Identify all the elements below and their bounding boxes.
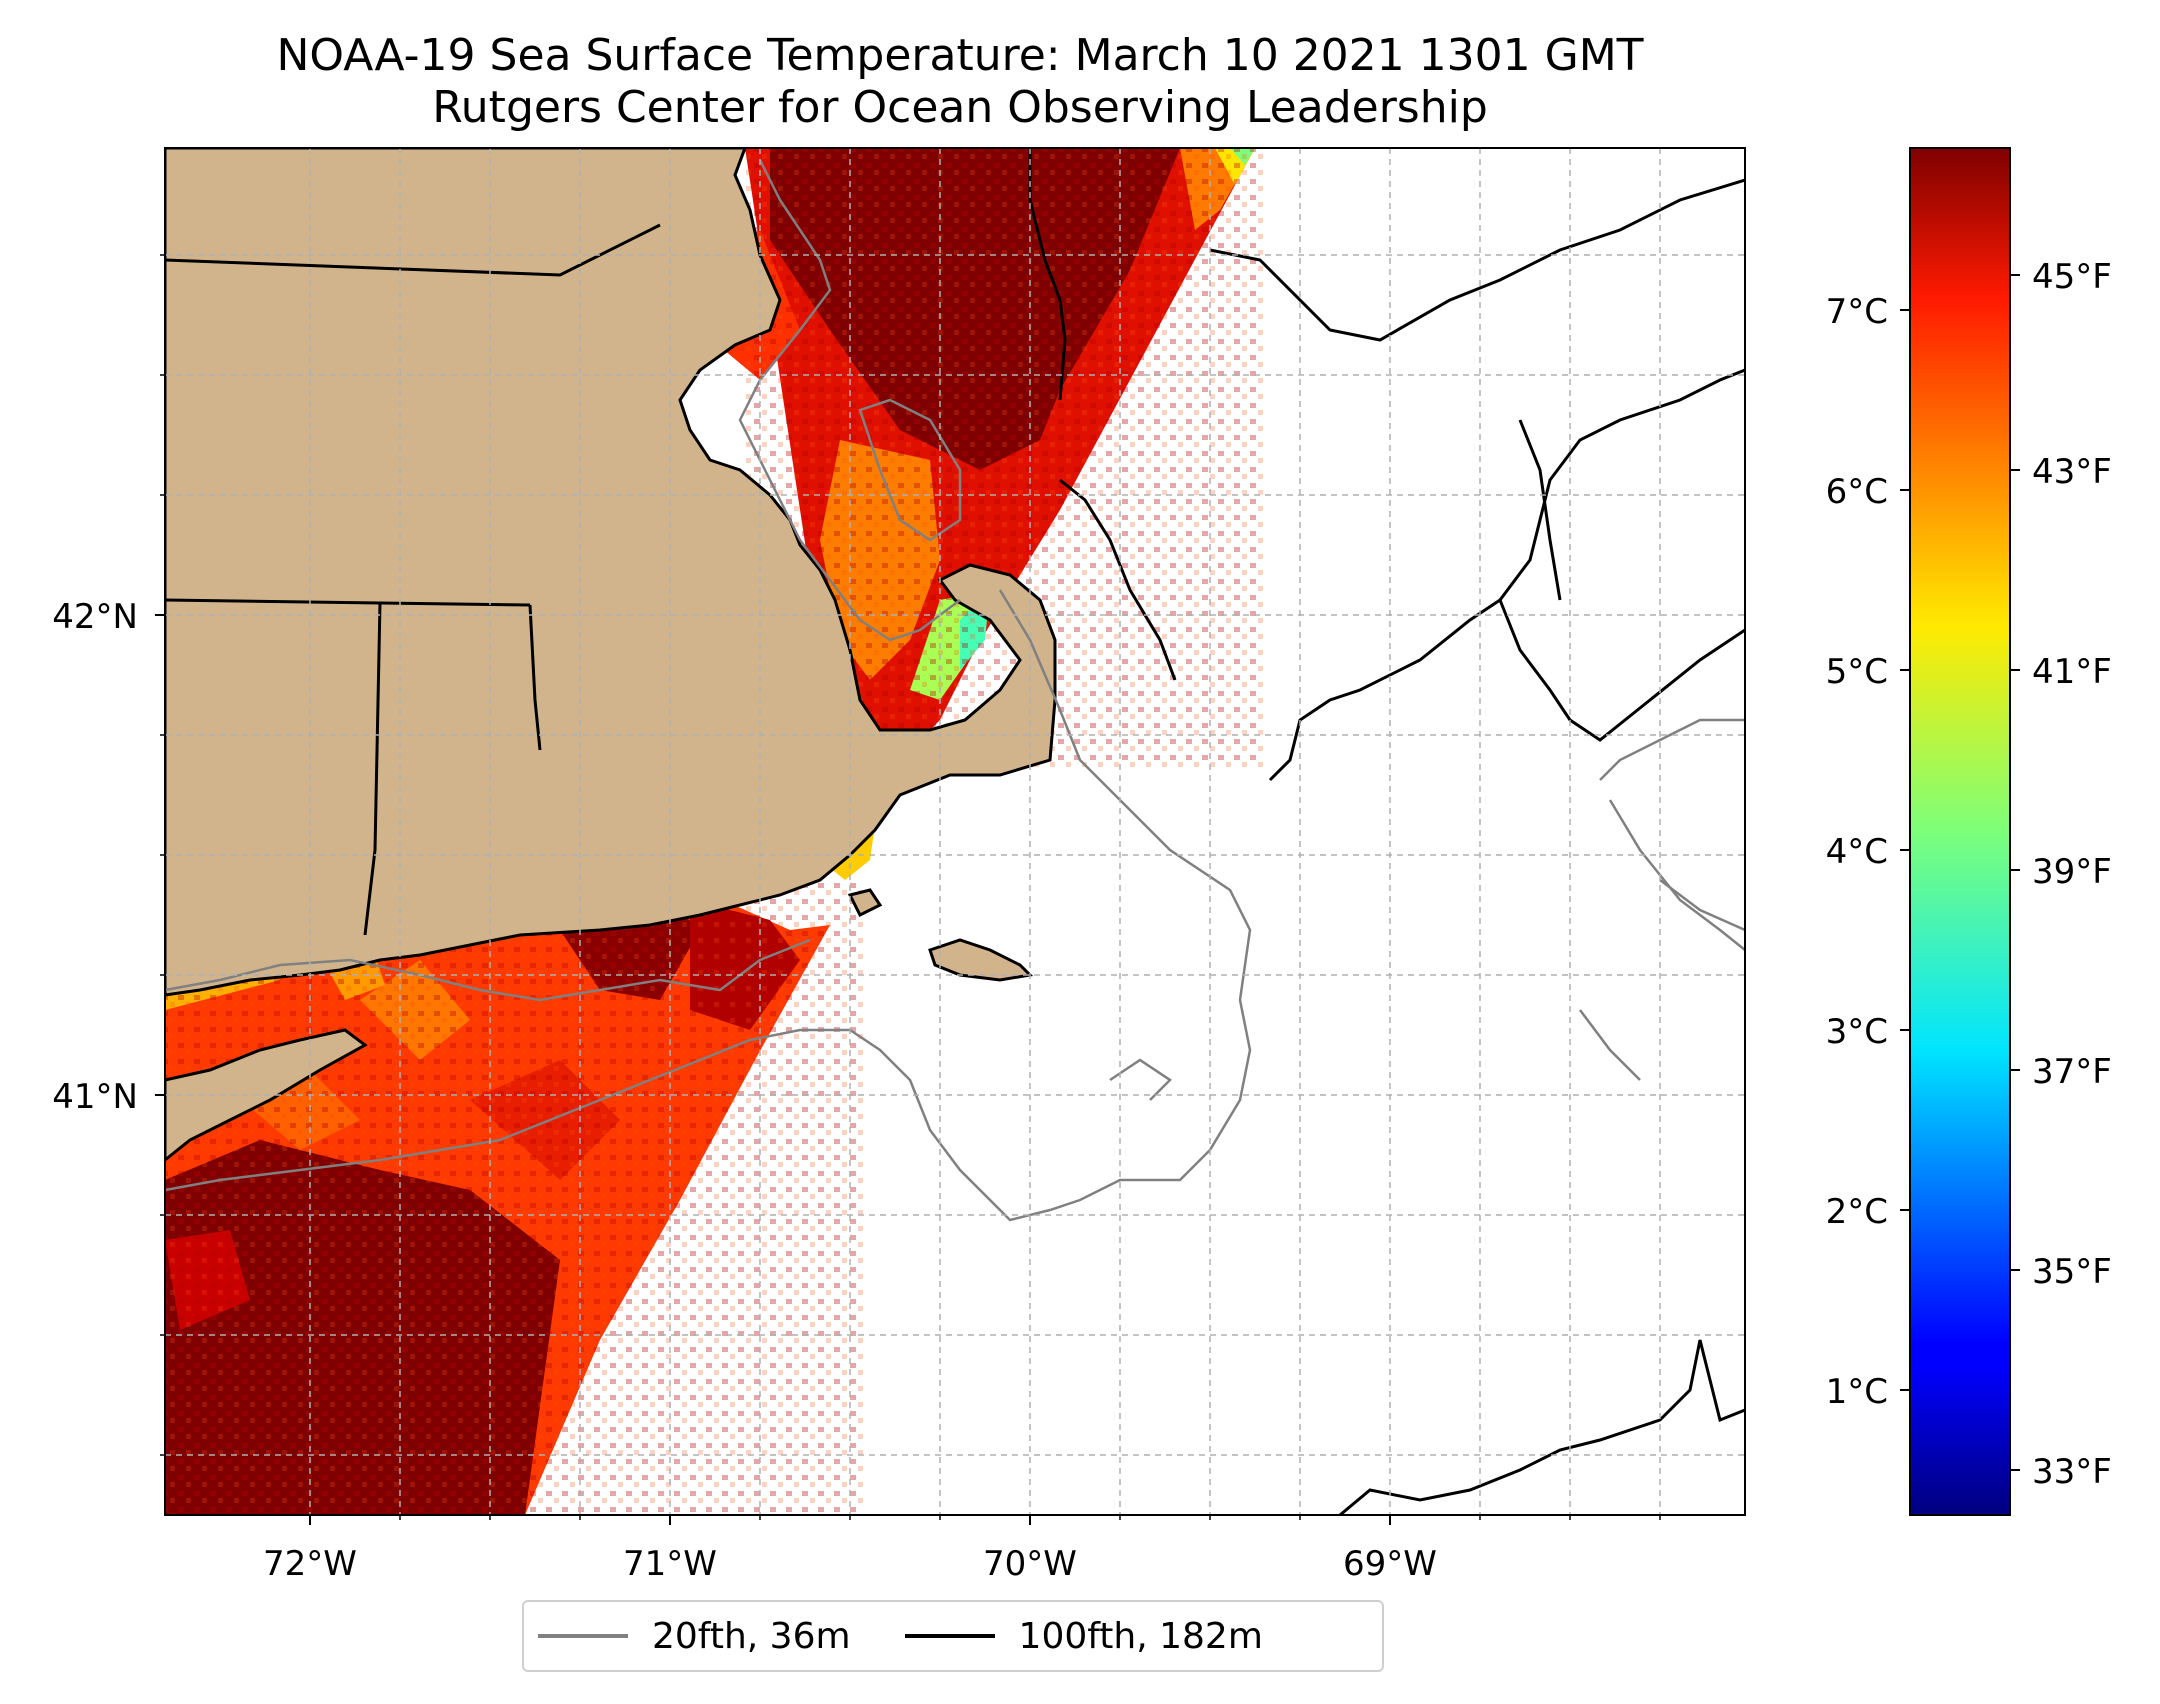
map-legend: 20fth, 36m 100fth, 182m	[522, 1600, 1384, 1672]
lon-label-70w: 70°W	[983, 1544, 1077, 1584]
sst-swath	[165, 148, 1265, 1515]
legend-item-100fth: 100fth, 182m	[904, 1615, 1263, 1657]
legend-label-100fth: 100fth, 182m	[1018, 1615, 1263, 1657]
lon-label-71w: 71°W	[623, 1544, 717, 1584]
lon-label-72w: 72°W	[263, 1544, 357, 1584]
state-borders	[165, 223, 661, 936]
celsius-label-3: 3°C	[1826, 1012, 1888, 1052]
celsius-label-1: 1°C	[1826, 1372, 1888, 1412]
minor-ticks	[160, 254, 1661, 1520]
fahrenheit-label-41: 41°F	[2032, 652, 2112, 692]
map-subtitle: Rutgers Center for Ocean Observing Leade…	[432, 82, 1488, 133]
fahrenheit-label-43: 43°F	[2032, 452, 2112, 492]
fahrenheit-label-39: 39°F	[2032, 852, 2112, 892]
map-area	[165, 148, 1745, 1515]
legend-item-20fth: 20fth, 36m	[538, 1616, 851, 1657]
fahrenheit-label-37: 37°F	[2032, 1052, 2112, 1092]
axis-ticks	[155, 614, 1391, 1525]
lat-label-41n: 41°N	[52, 1077, 138, 1117]
graticule	[165, 148, 1745, 1515]
celsius-label-7: 7°C	[1826, 292, 1888, 332]
legend-line-black	[904, 1634, 995, 1638]
celsius-label-4: 4°C	[1826, 832, 1888, 872]
map-title: NOAA-19 Sea Surface Temperature: March 1…	[276, 30, 1644, 81]
fahrenheit-label-33: 33°F	[2032, 1452, 2112, 1492]
lon-label-69w: 69°W	[1343, 1544, 1437, 1584]
coastline-outline	[1028, 148, 1745, 1515]
legend-line-gray	[538, 1634, 628, 1638]
legend-label-20fth: 20fth, 36m	[652, 1615, 851, 1657]
celsius-label-5: 5°C	[1826, 652, 1888, 692]
fahrenheit-label-35: 35°F	[2032, 1252, 2112, 1292]
colorbar	[1909, 147, 2011, 1516]
colorbar-ticks	[1900, 274, 2020, 1471]
map-frame	[164, 147, 1746, 1516]
lat-label-42n: 42°N	[52, 597, 138, 637]
celsius-label-6: 6°C	[1826, 472, 1888, 512]
fahrenheit-label-45: 45°F	[2032, 257, 2112, 297]
celsius-label-2: 2°C	[1826, 1192, 1888, 1232]
